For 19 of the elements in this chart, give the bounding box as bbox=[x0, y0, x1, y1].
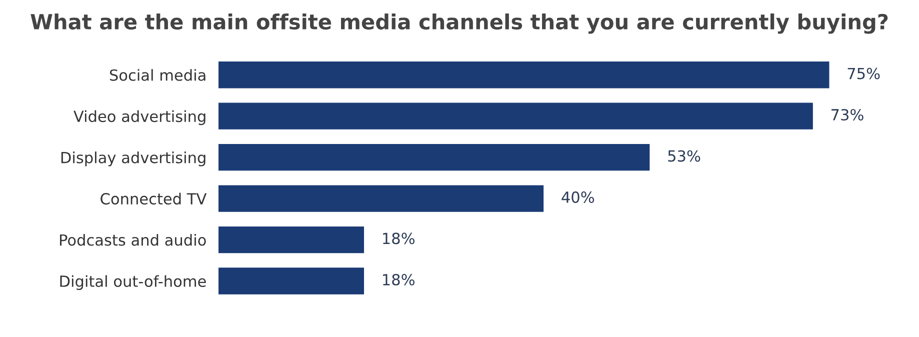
data-label: 73% bbox=[832, 108, 864, 121]
y-tick-label: Social media bbox=[110, 69, 206, 81]
bar bbox=[218, 101, 814, 131]
data-label: 53% bbox=[668, 150, 700, 162]
bar bbox=[218, 184, 545, 214]
y-tick-label: Video advertising bbox=[74, 110, 206, 126]
y-tick-label: Display advertising bbox=[61, 152, 206, 166]
y-tick-label: Connected TV bbox=[100, 192, 207, 205]
data-label: 18% bbox=[383, 274, 414, 286]
bar bbox=[218, 225, 366, 254]
chart-title: What are the main offsite media channels that you are currently buying? bbox=[30, 13, 888, 34]
bar bbox=[218, 60, 831, 90]
data-label: 18% bbox=[383, 232, 414, 244]
bar bbox=[218, 142, 652, 172]
data-label: 75% bbox=[848, 68, 880, 80]
data-label: 40% bbox=[562, 191, 594, 203]
y-tick-label: Podcasts and audio bbox=[60, 234, 206, 246]
bar bbox=[218, 266, 366, 296]
y-tick-label: Digital out-of-home bbox=[60, 275, 206, 290]
